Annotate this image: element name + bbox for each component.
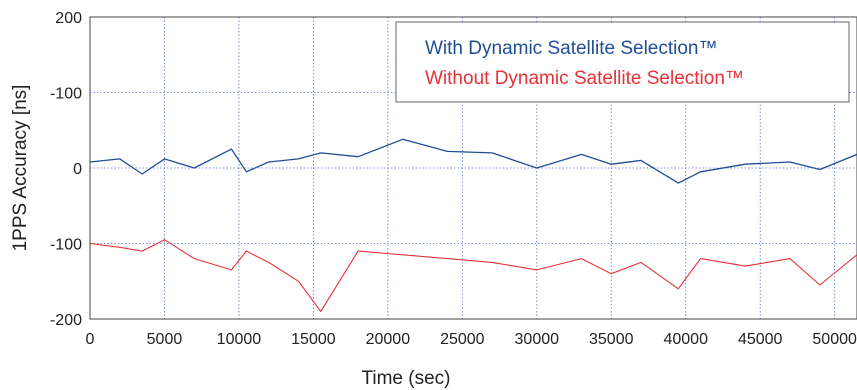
legend-box (395, 21, 850, 103)
x-tick-label: 45000 (738, 331, 783, 348)
x-tick-label: 0 (86, 331, 95, 348)
y-tick-label: 200 (55, 10, 82, 27)
x-tick-label: 20000 (366, 331, 411, 348)
y-tick-label: -100 (50, 237, 82, 254)
series-line-with-dss (89, 138, 857, 184)
series-line-without-dss (89, 239, 857, 312)
plot-area-frame (89, 16, 857, 320)
x-tick-label: 35000 (589, 331, 634, 348)
x-tick-label: 10000 (217, 331, 262, 348)
x-tick-label: 15000 (291, 331, 336, 348)
y-tick-label: -200 (50, 312, 82, 329)
y-tick-label: 0 (73, 161, 82, 178)
x-tick-label: 5000 (147, 331, 183, 348)
x-axis-title: Time (sec) (361, 368, 450, 389)
series-layer (89, 138, 857, 312)
y-axis-title: 1PPS Accuracy [ns] (10, 85, 31, 252)
legend-label-without-dss: Without Dynamic Satellite Selection™ (425, 68, 744, 89)
legend: With Dynamic Satellite Selection™ Withou… (395, 21, 850, 103)
legend-label-with-dss: With Dynamic Satellite Selection™ (425, 38, 718, 59)
x-tick-label: 25000 (440, 331, 485, 348)
x-tick-label: 50000 (812, 331, 857, 348)
x-tick-label: 40000 (663, 331, 708, 348)
y-tick-labels: 200 -100 0 -100 -200 (50, 10, 82, 329)
x-tick-labels: 0 5000 10000 15000 20000 25000 30000 35000 40000… (86, 331, 857, 348)
x-tick-label: 30000 (515, 331, 560, 348)
y-tick-label: -100 (50, 86, 82, 103)
